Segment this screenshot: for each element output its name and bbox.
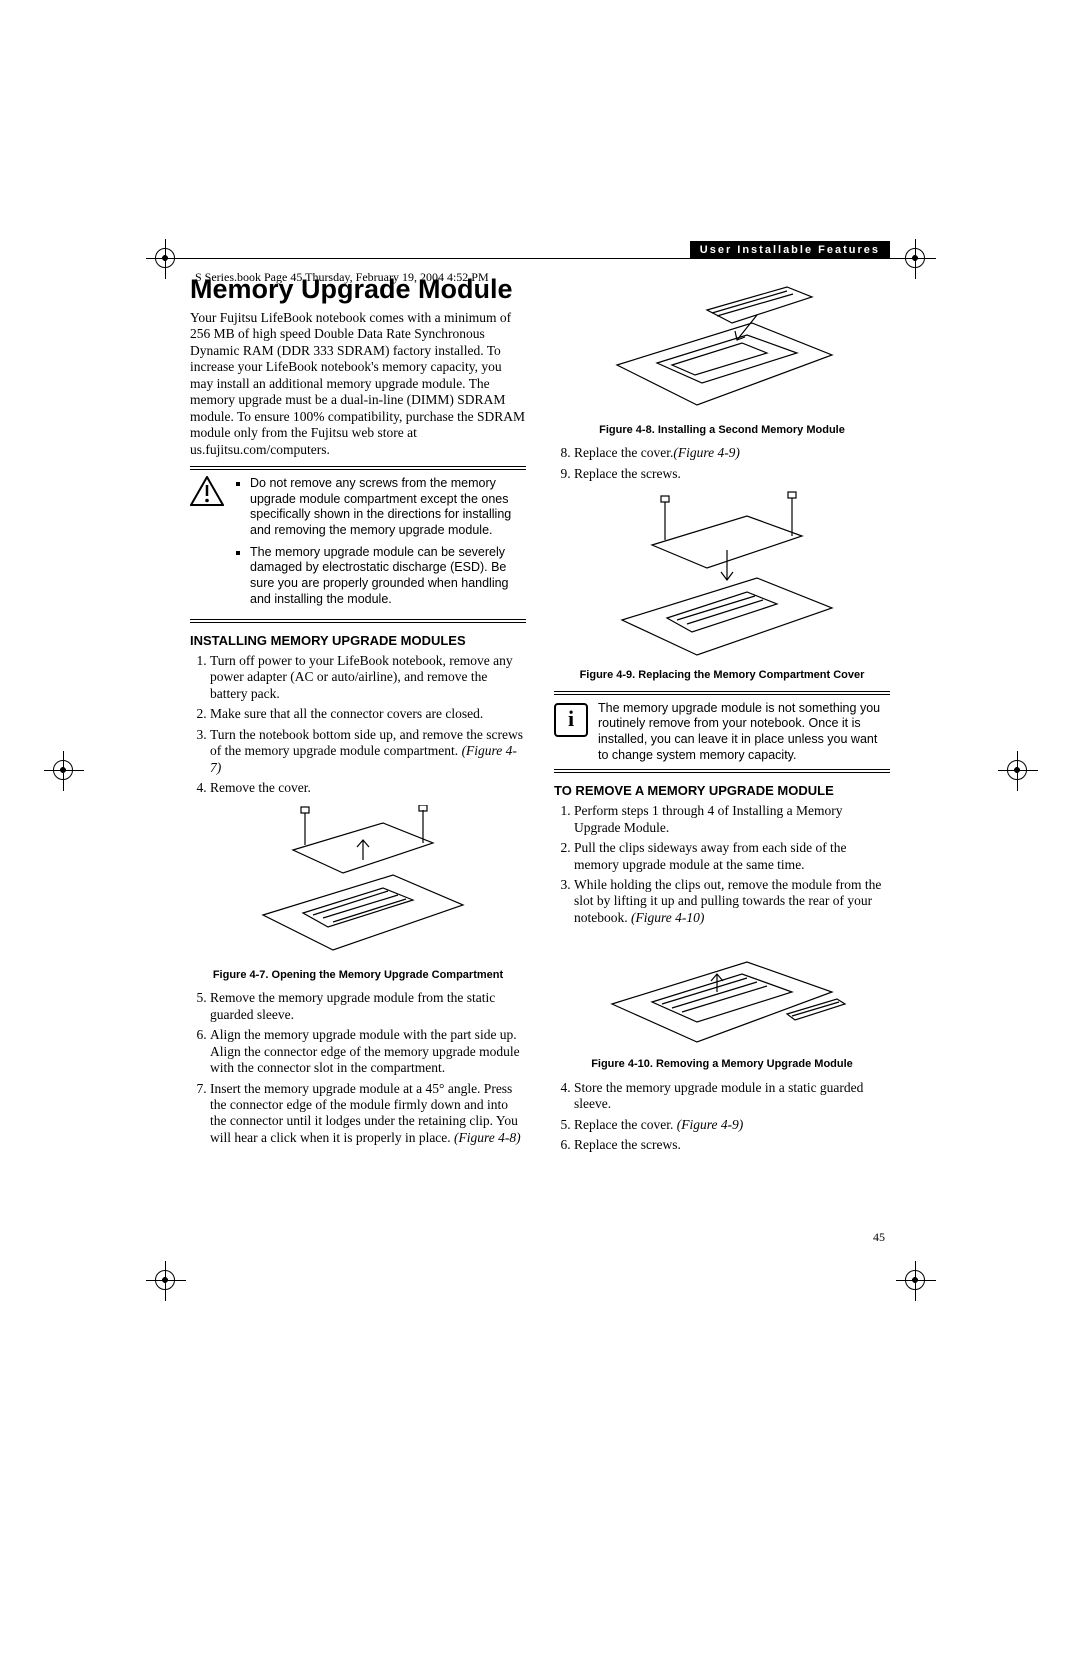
install-steps-a: Turn off power to your LifeBook notebook… — [190, 653, 526, 797]
remove-heading: TO REMOVE A MEMORY UPGRADE MODULE — [554, 783, 890, 799]
step-text: While holding the clips out, remove the … — [574, 877, 881, 925]
info-callout: i The memory upgrade module is not somet… — [554, 701, 890, 764]
warning-list: Do not remove any screws from the memory… — [234, 476, 526, 613]
divider — [190, 466, 526, 470]
step: Insert the memory upgrade module at a 45… — [210, 1081, 526, 1147]
figure-ref: (Figure 4-9) — [673, 445, 740, 460]
crop-mark — [155, 1270, 175, 1290]
figure-4-10-caption: Figure 4-10. Removing a Memory Upgrade M… — [554, 1058, 890, 1071]
step: Align the memory upgrade module with the… — [210, 1027, 526, 1076]
warning-item: The memory upgrade module can be severel… — [250, 545, 526, 608]
figure-4-7-caption: Figure 4-7. Opening the Memory Upgrade C… — [190, 969, 526, 982]
step: Remove the memory upgrade module from th… — [210, 990, 526, 1023]
figure-4-8 — [554, 275, 890, 420]
remove-steps-a: Perform steps 1 through 4 of Installing … — [554, 803, 890, 926]
figure-4-9-caption: Figure 4-9. Replacing the Memory Compart… — [554, 669, 890, 682]
divider — [554, 691, 890, 695]
step: Remove the cover. — [210, 780, 526, 796]
warning-icon — [190, 476, 224, 510]
step: While holding the clips out, remove the … — [574, 877, 890, 926]
step: Make sure that all the connector covers … — [210, 706, 526, 722]
left-column: Memory Upgrade Module Your Fujitsu LifeB… — [190, 267, 526, 1158]
section-bar: User Installable Features — [690, 241, 890, 259]
warning-callout: Do not remove any screws from the memory… — [190, 476, 526, 613]
step: Turn off power to your LifeBook notebook… — [210, 653, 526, 702]
page-title: Memory Upgrade Module — [190, 273, 526, 306]
step: Turn the notebook bottom side up, and re… — [210, 727, 526, 776]
figure-4-10 — [554, 934, 890, 1054]
step: Store the memory upgrade module in a sta… — [574, 1080, 890, 1113]
figure-4-8-caption: Figure 4-8. Installing a Second Memory M… — [554, 424, 890, 437]
step: Replace the screws. — [574, 466, 890, 482]
crop-mark — [53, 760, 73, 780]
install-heading: INSTALLING MEMORY UPGRADE MODULES — [190, 633, 526, 649]
info-text: The memory upgrade module is not somethi… — [598, 701, 890, 764]
step: Replace the cover.(Figure 4-9) — [574, 445, 890, 461]
figure-ref: (Figure 4-9) — [677, 1117, 744, 1132]
install-steps-c: Replace the cover.(Figure 4-9) Replace t… — [554, 445, 890, 482]
install-steps-b: Remove the memory upgrade module from th… — [190, 990, 526, 1146]
step-text: Replace the cover. — [574, 1117, 673, 1132]
step: Replace the screws. — [574, 1137, 890, 1153]
right-column: Figure 4-8. Installing a Second Memory M… — [554, 267, 890, 1158]
figure-4-9 — [554, 490, 890, 665]
step: Pull the clips sideways away from each s… — [574, 840, 890, 873]
intro-paragraph: Your Fujitsu LifeBook notebook comes wit… — [190, 310, 526, 458]
page-number: 45 — [873, 1230, 885, 1245]
figure-4-7 — [190, 805, 526, 965]
figure-ref: (Figure 4-8) — [454, 1130, 521, 1145]
divider — [190, 619, 526, 623]
figure-ref: (Figure 4-10) — [631, 910, 704, 925]
info-icon: i — [554, 703, 588, 737]
remove-steps-b: Store the memory upgrade module in a sta… — [554, 1080, 890, 1154]
step: Perform steps 1 through 4 of Installing … — [574, 803, 890, 836]
crop-mark — [905, 1270, 925, 1290]
step: Replace the cover. (Figure 4-9) — [574, 1117, 890, 1133]
divider — [554, 769, 890, 773]
warning-item: Do not remove any screws from the memory… — [250, 476, 526, 539]
step-text: Replace the cover. — [574, 445, 673, 460]
page-content: User Installable Features Memory Upgrade… — [190, 240, 890, 1158]
crop-mark — [1007, 760, 1027, 780]
